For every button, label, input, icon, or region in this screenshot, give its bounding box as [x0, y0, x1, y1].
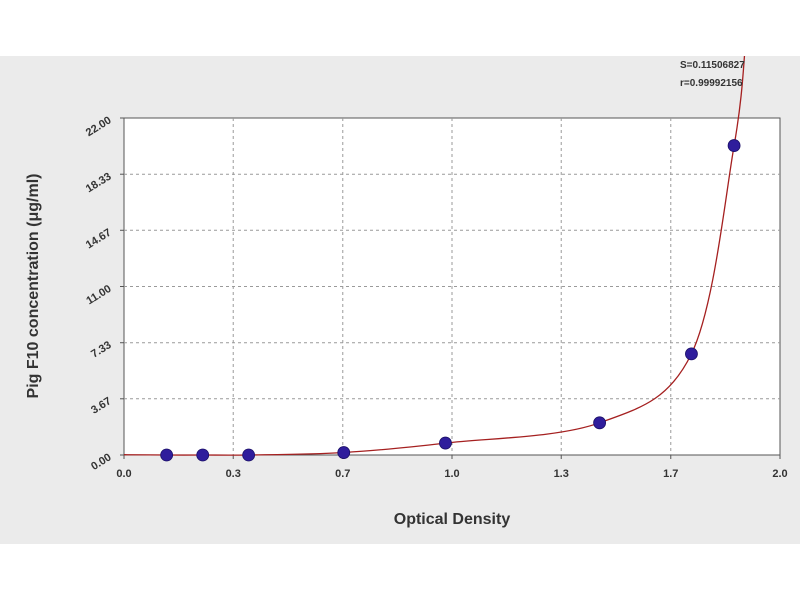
data-points: [160, 139, 741, 462]
chart-figure: 0.0 0.3 0.7 1.0 1.3 1.7 2.0 0.00 3.67 7.33 11.00 1…: [0, 56, 800, 544]
x-axis-label: Optical Density: [394, 511, 511, 528]
x-tick-label: 0.3: [226, 468, 241, 480]
data-point: [160, 448, 174, 462]
data-point: [196, 448, 210, 462]
y-tick-label: 14.67: [84, 227, 114, 252]
data-point: [242, 448, 256, 462]
y-tick-label: 3.67: [89, 395, 114, 417]
y-tick-label: 11.00: [84, 283, 113, 307]
y-tick-label: 0.00: [89, 451, 114, 473]
data-point: [593, 416, 606, 430]
data-point: [727, 139, 741, 152]
chart-svg: 0.0 0.3 0.7 1.0 1.3 1.7 2.0 0.00 3.67 7.33 11.00 1…: [25, 56, 788, 528]
data-point: [685, 347, 698, 361]
y-tick-label: 22.00: [84, 114, 114, 139]
x-tick-label: 2.0: [772, 468, 787, 480]
x-tick-label: 1.0: [444, 468, 459, 480]
fit-s-value: S=0.11506827: [680, 60, 745, 71]
y-tick-label: 7.33: [89, 339, 114, 361]
x-tick-label: 1.7: [663, 468, 678, 480]
x-tick-label: 1.3: [554, 468, 569, 480]
data-point: [439, 436, 452, 450]
grid-lines: [124, 118, 780, 455]
x-tick-label: 0.7: [335, 468, 350, 480]
fit-r-value: r=0.99992156: [680, 78, 743, 89]
y-axis-label: Pig F10 concentration (μg/ml): [25, 174, 42, 399]
x-tick-label: 0.0: [116, 468, 131, 480]
y-tick-label: 18.33: [84, 171, 114, 196]
y-tick-labels: 0.00 3.67 7.33 11.00 14.67 18.33 22.00: [84, 114, 124, 473]
x-tick-labels: 0.0 0.3 0.7 1.0 1.3 1.7 2.0: [116, 455, 788, 480]
data-point: [337, 446, 351, 459]
